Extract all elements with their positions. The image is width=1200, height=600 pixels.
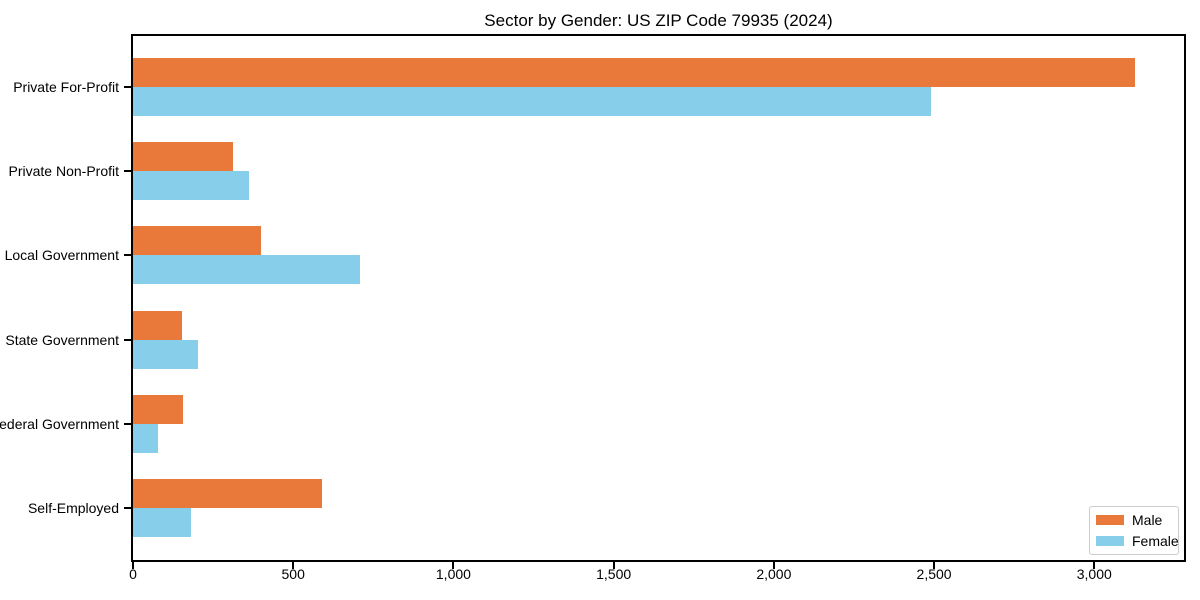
- x-tick-label-1500: 1,500: [596, 566, 632, 582]
- x-tick-label-2000: 2,000: [756, 566, 792, 582]
- legend-male-label: Male: [1132, 512, 1163, 528]
- y-tick-federal-government: [124, 422, 131, 425]
- y-axis-label-local-government: Local Government: [4, 247, 119, 264]
- bar-self-employed-female: [133, 508, 191, 537]
- bar-self-employed-male: [133, 479, 322, 508]
- x-tick-1500: [612, 562, 615, 569]
- y-tick-state-government: [124, 338, 131, 341]
- legend-female-label: Female: [1132, 533, 1179, 549]
- y-tick-private-for-profit: [124, 86, 131, 88]
- x-tick-3000: [1093, 562, 1096, 569]
- bar-private-for-profit-female: [133, 87, 931, 116]
- x-tick-label-500: 500: [281, 566, 305, 582]
- bar-federal-government-male: [133, 394, 183, 424]
- bar-local-government-male: [133, 226, 261, 256]
- bar-local-government-female: [133, 255, 360, 285]
- y-axis-label-federal-government: Federal Government: [0, 415, 119, 432]
- x-tick-500: [292, 562, 295, 569]
- x-tick-label-1000: 1,000: [435, 566, 471, 582]
- x-tick-0: [132, 562, 134, 569]
- x-tick-label-0: 0: [129, 566, 137, 582]
- y-axis-label-self-employed: Self-Employed: [27, 500, 119, 516]
- y-tick-private-non-profit: [124, 170, 131, 173]
- y-axis-label-state-government: State Government: [5, 331, 119, 348]
- bar-state-government-male: [133, 310, 182, 340]
- y-axis-label-private-non-profit: Private Non-Profit: [8, 163, 119, 180]
- legend: Male Female: [1089, 506, 1179, 555]
- x-tick-2500: [933, 562, 936, 569]
- legend-male-swatch: [1096, 515, 1124, 525]
- bar-federal-government-female: [133, 423, 158, 453]
- x-tick-label-3000: 3,000: [1076, 566, 1112, 582]
- x-axis: 0 500 1,000 1,500 2,000 2,500 3,000: [129, 566, 1184, 586]
- chart-title: Sector by Gender: US ZIP Code 79935 (202…: [484, 11, 833, 30]
- y-axis-label-private-for-profit: Private For-Profit: [13, 79, 119, 95]
- y-tick-local-government: [124, 254, 131, 257]
- x-tick-2000: [772, 562, 775, 569]
- bar-private-for-profit-male: [133, 58, 1135, 87]
- x-tick-label-2500: 2,500: [916, 566, 952, 582]
- bar-private-non-profit-female: [133, 171, 249, 201]
- plot-area: [124, 34, 1186, 569]
- y-tick-self-employed: [124, 507, 131, 509]
- legend-item-female: Female: [1096, 533, 1179, 549]
- bar-state-government-female: [133, 339, 198, 369]
- x-tick-1000: [452, 562, 455, 569]
- y-axis: Private For-Profit Private Non-Profit Loca…: [0, 36, 121, 560]
- bar-private-non-profit-male: [133, 142, 233, 172]
- legend-item-male: Male: [1096, 512, 1172, 528]
- legend-female-swatch: [1096, 536, 1124, 546]
